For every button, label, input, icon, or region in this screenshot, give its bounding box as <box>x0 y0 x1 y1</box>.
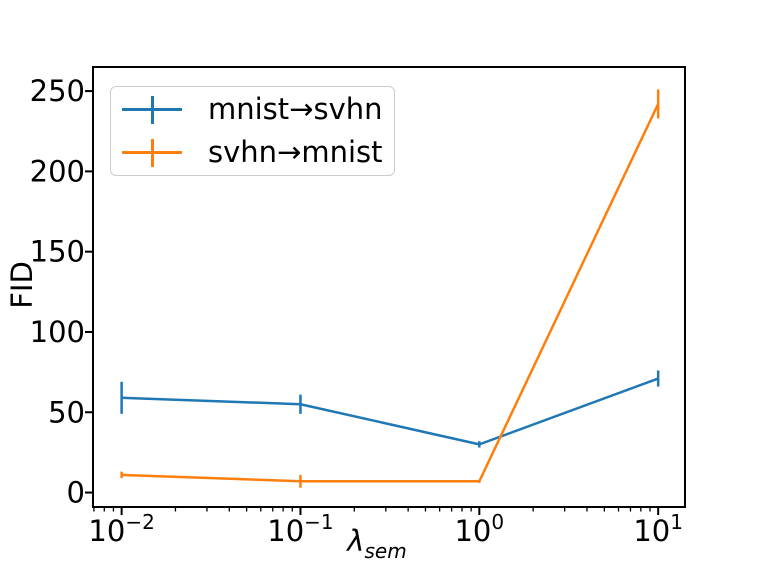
series <box>120 89 660 488</box>
y-axis: 0 50 100 150 200 250 <box>30 74 93 510</box>
legend-item: svhn→mnist <box>122 131 394 174</box>
x-tick-label: 101 <box>633 510 683 548</box>
x-axis: 10−2 10−1 100 101 <box>88 507 683 548</box>
y-tick-label: 0 <box>67 476 85 510</box>
legend-label: svhn→mnist <box>208 135 383 169</box>
errorbar-marker-icon <box>122 95 182 125</box>
y-tick-label: 100 <box>30 315 85 349</box>
x-tick-label: 10−1 <box>267 510 333 548</box>
y-tick-label: 250 <box>30 74 85 108</box>
errorbar-marker-icon <box>122 138 182 168</box>
x-axis-label: λsem <box>347 524 406 563</box>
y-axis-label: FID <box>5 261 39 309</box>
x-axis-label-subscript: sem <box>364 539 407 563</box>
y-tick-label: 200 <box>30 154 85 188</box>
y-tick-label: 50 <box>48 395 85 429</box>
legend-item: mnist→svhn <box>122 88 394 131</box>
y-tick-label: 150 <box>30 235 85 269</box>
x-axis-label-symbol: λ <box>347 524 365 558</box>
legend-errorbar <box>150 138 154 167</box>
series-line <box>121 103 660 483</box>
series-line <box>121 377 659 446</box>
x-tick-label: 100 <box>454 510 504 548</box>
legend-label: mnist→svhn <box>208 92 383 126</box>
legend-errorbar <box>150 95 154 124</box>
x-tick-label: 10−2 <box>88 510 154 548</box>
legend: mnist→svhn svhn→mnist <box>110 86 395 176</box>
axes-spines <box>92 66 686 508</box>
